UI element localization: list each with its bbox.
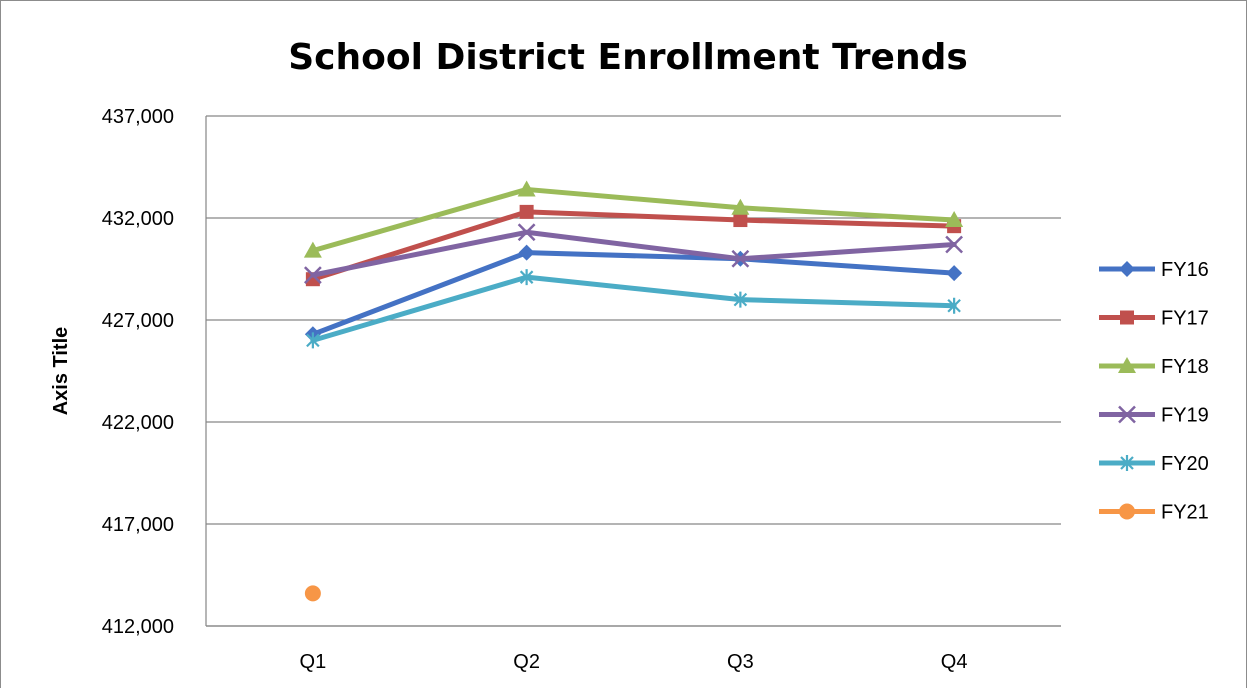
x-tick-label: Q1	[300, 651, 327, 673]
data-point-fy16	[518, 244, 535, 261]
series-fy21	[304, 585, 321, 602]
legend-item-fy17: FY17	[1099, 308, 1209, 330]
y-tick-label: 422,000	[102, 412, 174, 434]
data-point-fy18	[945, 211, 964, 228]
data-point-fy18	[303, 241, 322, 258]
legend-item-fy20: FY20	[1099, 453, 1209, 475]
data-point-fy17	[519, 204, 534, 219]
axes: 412,000 417,000 422,000 427,000 432,000 437,0…	[102, 106, 1061, 673]
legend-item-fy21: FY21	[1099, 502, 1209, 524]
series-fy19	[303, 223, 964, 285]
y-tick-label: 427,000	[102, 310, 174, 332]
legend-label-fy16: FY16	[1161, 259, 1209, 281]
y-tick-label: 417,000	[102, 514, 174, 536]
legend-item-fy18: FY18	[1099, 356, 1209, 378]
x-tick-label: Q4	[941, 651, 968, 673]
legend-item-fy19: FY19	[1099, 405, 1209, 427]
x-tick-label: Q3	[727, 651, 754, 673]
data-point-fy19	[517, 223, 536, 242]
y-tick-label: 412,000	[102, 616, 174, 638]
legend-label-fy18: FY18	[1161, 356, 1209, 378]
legend-label-fy17: FY17	[1161, 308, 1209, 330]
data-point-fy19	[303, 266, 322, 285]
chart-title: School District Enrollment Trends	[288, 37, 968, 78]
series-fy18	[303, 180, 964, 258]
gridlines	[206, 115, 1061, 627]
series-line-fy19	[310, 229, 957, 278]
data-point-fy19	[731, 249, 750, 268]
data-point-fy16	[946, 265, 963, 282]
legend-marker-fy18	[1118, 357, 1136, 373]
legend-marker-fy19	[1118, 405, 1136, 424]
y-axis-title: Axis Title	[50, 327, 72, 416]
data-point-fy19	[945, 235, 964, 254]
data-point-fy20	[733, 291, 748, 308]
data-point-fy20	[947, 297, 961, 314]
data-point-fy20	[306, 332, 320, 349]
legend-marker-fy16	[1119, 261, 1135, 277]
y-tick-label: 437,000	[102, 106, 174, 128]
legend-marker-fy21	[1119, 503, 1135, 520]
series-line-fy20	[310, 274, 957, 343]
legend-marker-fy17	[1120, 310, 1134, 325]
legend-label-fy19: FY19	[1161, 405, 1209, 427]
data-point-fy17	[733, 213, 748, 228]
legend-label-fy21: FY21	[1161, 502, 1209, 524]
data-point-fy20	[519, 269, 534, 286]
series-fy20	[306, 269, 961, 349]
x-tick-label: Q2	[513, 651, 540, 673]
data-point-fy21	[304, 585, 321, 602]
y-tick-label: 432,000	[102, 208, 174, 230]
data-point-fy18	[731, 198, 750, 215]
legend: FY16 FY17 FY18 FY19 FY20 FY21	[1099, 259, 1209, 524]
data-point-fy18	[517, 180, 536, 197]
series-line-fy18	[310, 186, 957, 254]
series-line-fy17	[310, 209, 957, 282]
legend-marker-fy20	[1120, 455, 1134, 471]
legend-item-fy16: FY16	[1099, 259, 1209, 281]
legend-label-fy20: FY20	[1161, 453, 1209, 475]
series-lines	[303, 180, 964, 602]
series-line-fy16	[310, 250, 957, 337]
